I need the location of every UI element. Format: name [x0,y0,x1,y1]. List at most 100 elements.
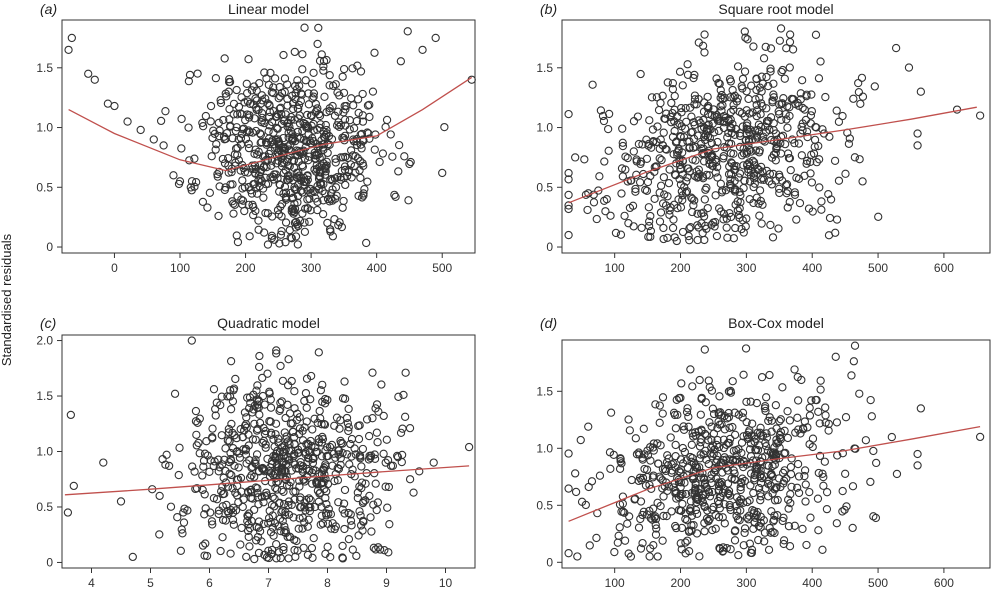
data-point [228,484,237,493]
data-point [620,536,630,545]
data-point [855,155,864,164]
data-point [658,536,667,545]
data-point [749,524,758,534]
data-point [816,57,825,66]
data-point [721,113,730,123]
data-point [758,200,767,209]
data-point [767,416,776,425]
data-point [671,440,680,450]
data-point [268,523,277,532]
data-point [758,136,768,145]
data-point [280,511,290,520]
data-point [289,513,298,522]
data-point [783,123,792,132]
data-point [269,531,278,540]
data-point [681,538,690,547]
data-point [250,149,259,158]
data-point [768,461,777,471]
data-point [717,477,726,487]
data-point [282,195,291,204]
data-point [672,236,681,246]
data-point [803,132,812,142]
panel-title: Square root model [718,1,833,17]
data-point [227,419,236,429]
data-point [700,527,709,536]
y-tick-label: 2.0 [36,334,53,348]
data-point [192,430,201,439]
data-point [564,201,573,210]
data-point [703,203,712,213]
data-point [396,428,406,437]
data-point [670,91,679,101]
data-point [728,377,737,386]
data-point [337,438,346,448]
data-point [191,406,201,416]
data-point [678,81,687,90]
data-point [616,457,625,466]
data-point [786,490,795,499]
data-point [388,152,397,161]
x-tick-label: 500 [868,261,888,275]
data-point [259,228,269,237]
data-point [294,168,303,177]
data-point [599,116,609,126]
data-point [207,517,217,526]
data-point [232,433,241,443]
data-point [226,405,236,414]
y-tick-label: 0.5 [536,180,553,194]
data-point [800,171,809,180]
data-point [698,228,707,238]
data-point [644,203,653,212]
data-point [777,67,786,77]
x-tick-label: 5 [147,576,154,590]
data-point [710,222,719,231]
data-point [776,24,786,33]
data-point [266,417,275,426]
data-point [353,493,363,503]
data-point [177,144,186,153]
data-point [269,83,278,92]
data-point [778,65,787,75]
data-point [756,470,765,479]
data-point [681,124,690,133]
data-point [831,352,840,361]
data-point [251,435,260,444]
data-point [684,526,694,535]
data-point [594,186,603,195]
data-point [721,186,731,195]
data-point [869,446,878,456]
data-point [669,215,678,224]
x-tick-label: 500 [868,576,888,590]
data-point [252,450,262,459]
data-point [406,157,415,167]
data-point [800,466,810,475]
data-point [346,439,355,449]
data-point [564,109,573,119]
data-point [738,408,748,417]
data-point [777,100,786,109]
data-point [243,393,252,402]
data-point [786,166,795,175]
data-point [768,96,777,105]
data-point [375,545,385,554]
data-point [784,504,793,513]
data-point [295,413,304,422]
data-point [730,474,739,484]
data-point [365,491,374,501]
data-point [217,392,226,401]
data-point [678,227,688,237]
data-point [727,474,736,483]
data-point [254,466,263,476]
data-point [740,524,750,533]
data-point [673,151,682,160]
data-point [838,507,847,516]
data-point [226,357,236,366]
data-point [708,119,717,128]
data-point [677,523,687,533]
data-point [369,500,378,509]
data-point [790,190,800,199]
data-point [790,139,799,148]
data-point [707,470,716,479]
data-point [365,431,374,441]
x-tick-label: 400 [802,576,822,590]
